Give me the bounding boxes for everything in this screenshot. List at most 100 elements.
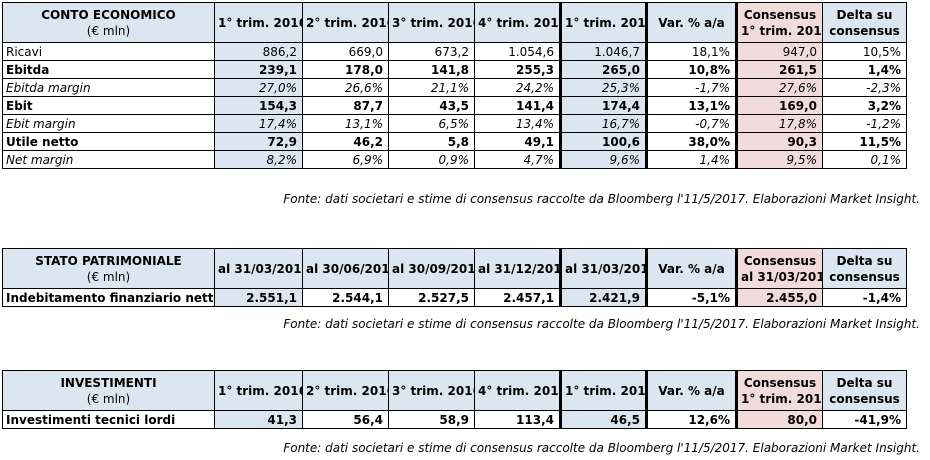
- column-header: 1° trim. 2016: [214, 2, 303, 43]
- column-header-line: al 31/03/2017: [741, 269, 822, 284]
- column-header: al 31/03/2016: [214, 248, 303, 289]
- value-cell: 2.421,9: [559, 288, 647, 307]
- value-cell: -5,1%: [645, 288, 737, 307]
- column-header: 2° trim. 2016: [302, 370, 389, 411]
- column-header-line: al 30/09/2016: [392, 261, 474, 276]
- value-cell: 16,7%: [559, 114, 647, 133]
- value-cell: 38,0%: [645, 132, 737, 151]
- value-cell: 6,9%: [302, 150, 389, 169]
- value-cell: 154,3: [214, 96, 303, 115]
- investimenti-table: INVESTIMENTI (€ mln) 1° trim. 2016 2° trim.…: [2, 370, 907, 429]
- value-cell: -41,9%: [822, 410, 907, 429]
- value-cell: 87,7: [302, 96, 389, 115]
- column-header: 3° trim. 2016: [388, 370, 475, 411]
- row-label: Indebitamento finanziario netto: [2, 288, 215, 307]
- value-cell: 4,7%: [474, 150, 561, 169]
- value-cell: 0,1%: [822, 150, 907, 169]
- table-row: Ricavi 886,2 669,0 673,2 1.054,6 1.046,7 18,1%…: [2, 42, 907, 61]
- column-header-line: 1° trim. 2016: [218, 15, 303, 30]
- table-title: CONTO ECONOMICO (€ mln): [2, 2, 215, 43]
- value-cell: -1,2%: [822, 114, 907, 133]
- source-note: Fonte: dati societari e stime di consens…: [283, 441, 920, 455]
- source-note: Fonte: dati societari e stime di consens…: [283, 192, 920, 206]
- column-header-line: Consensus: [743, 375, 817, 390]
- column-header: Delta su consensus: [822, 248, 907, 289]
- value-cell: 17,8%: [735, 114, 823, 133]
- value-cell: 17,4%: [214, 114, 303, 133]
- value-cell: -1,4%: [822, 288, 907, 307]
- unit-label: (€ mln): [86, 23, 131, 38]
- row-label: Utile netto: [2, 132, 215, 151]
- value-cell: 947,0: [735, 42, 823, 61]
- column-header-line: 1° trim. 2017: [741, 23, 823, 38]
- column-header: al 30/09/2016: [388, 248, 475, 289]
- value-cell: 49,1: [474, 132, 561, 151]
- table-row: Ebitda margin 27,0% 26,6% 21,1% 24,2% 25,3% -1…: [2, 78, 907, 97]
- column-header-line: 4° trim. 2016: [478, 15, 561, 30]
- value-cell: 72,9: [214, 132, 303, 151]
- column-header: Var. % a/a: [645, 2, 737, 43]
- column-header: Var. % a/a: [645, 370, 737, 411]
- source-note: Fonte: dati societari e stime di consens…: [283, 317, 920, 331]
- value-cell: 141,4: [474, 96, 561, 115]
- value-cell: 113,4: [474, 410, 561, 429]
- column-header-line: Var. % a/a: [658, 383, 725, 398]
- value-cell: -1,7%: [645, 78, 737, 97]
- column-header: 1° trim. 2016: [214, 370, 303, 411]
- column-header: Consensus 1° trim. 2017: [735, 370, 823, 411]
- value-cell: 1.046,7: [559, 42, 647, 61]
- column-header-line: 4° trim. 2016: [478, 383, 561, 398]
- column-header: 4° trim. 2016: [474, 2, 561, 43]
- row-label: Ebit margin: [2, 114, 215, 133]
- column-header: al 31/03/2017: [559, 248, 647, 289]
- column-header-line: Delta su: [836, 253, 893, 268]
- value-cell: 26,6%: [302, 78, 389, 97]
- section-title: INVESTIMENTI: [60, 375, 157, 390]
- column-header: 4° trim. 2016: [474, 370, 561, 411]
- value-cell: 669,0: [302, 42, 389, 61]
- column-header-line: 1° trim. 2016: [218, 383, 303, 398]
- column-header-line: 1° trim. 2017: [741, 391, 823, 406]
- column-header: al 30/06/2016: [302, 248, 389, 289]
- value-cell: 5,8: [388, 132, 475, 151]
- unit-label: (€ mln): [86, 391, 131, 406]
- column-header: 1° trim. 2017: [559, 370, 647, 411]
- value-cell: 18,1%: [645, 42, 737, 61]
- row-label: Net margin: [2, 150, 215, 169]
- table-row: Investimenti tecnici lordi 41,3 56,4 58,9 11…: [2, 410, 907, 429]
- table-title: INVESTIMENTI (€ mln): [2, 370, 215, 411]
- value-cell: 2.544,1: [302, 288, 389, 307]
- column-header-line: al 31/03/2017: [565, 261, 646, 276]
- value-cell: 673,2: [388, 42, 475, 61]
- value-cell: 27,6%: [735, 78, 823, 97]
- column-header-line: Delta su: [836, 375, 893, 390]
- section-title: STATO PATRIMONIALE: [35, 253, 182, 268]
- column-header: 1° trim. 2017: [559, 2, 647, 43]
- column-header-line: Consensus: [743, 253, 817, 268]
- column-header-line: Delta su: [836, 7, 893, 22]
- column-header-line: Var. % a/a: [658, 15, 725, 30]
- column-header: 3° trim. 2016: [388, 2, 475, 43]
- row-label: Ricavi: [2, 42, 215, 61]
- value-cell: 2.527,5: [388, 288, 475, 307]
- column-header-line: consensus: [829, 269, 900, 284]
- value-cell: 261,5: [735, 60, 823, 79]
- value-cell: 141,8: [388, 60, 475, 79]
- value-cell: 6,5%: [388, 114, 475, 133]
- value-cell: 12,6%: [645, 410, 737, 429]
- value-cell: 174,4: [559, 96, 647, 115]
- value-cell: 13,4%: [474, 114, 561, 133]
- table-title: STATO PATRIMONIALE (€ mln): [2, 248, 215, 289]
- section-title: CONTO ECONOMICO: [41, 7, 176, 22]
- value-cell: 2.551,1: [214, 288, 303, 307]
- value-cell: 265,0: [559, 60, 647, 79]
- value-cell: 24,2%: [474, 78, 561, 97]
- value-cell: 2.455,0: [735, 288, 823, 307]
- row-label: Ebitda: [2, 60, 215, 79]
- column-header-line: 1° trim. 2017: [565, 383, 647, 398]
- column-header-line: 1° trim. 2017: [565, 15, 647, 30]
- value-cell: 3,2%: [822, 96, 907, 115]
- value-cell: -2,3%: [822, 78, 907, 97]
- column-header-line: 3° trim. 2016: [392, 15, 475, 30]
